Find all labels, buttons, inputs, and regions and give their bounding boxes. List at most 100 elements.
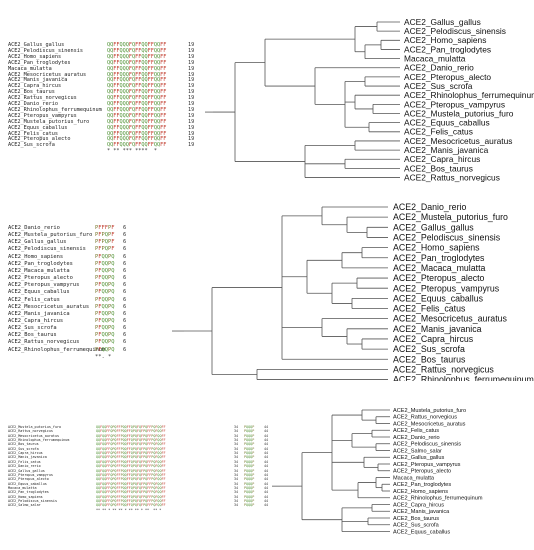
alignment-row-sequence: QQFQQFFQPQFFPQQFFQPQFQFPQFFPQFQQFF bbox=[96, 503, 166, 508]
alignment-block-3: ACE2_Mustela_putorius_furo QQFQQFFQPQFFPQ… bbox=[8, 425, 278, 525]
tree-leaf-label: ACE2_Rattus_norvegicus bbox=[393, 364, 494, 374]
alignment-row-count: 34 bbox=[234, 468, 239, 473]
alignment-row-count: 34 bbox=[234, 498, 239, 503]
alignment-row-sequence: QQFFQQQFQFFQQFFQQFF bbox=[107, 65, 167, 72]
alignment-row-count: 19 bbox=[188, 59, 195, 66]
alignment-row-sequence: PFQQPQ bbox=[95, 339, 115, 346]
alignment-row-count: 34 bbox=[234, 472, 239, 477]
tree-leaf-label: ACE2_Pteropus_alecto bbox=[404, 72, 491, 82]
alignment-row-name: ACE2_Pteropus_alecto bbox=[8, 477, 49, 482]
alignment-consensus: ** ** * ** ** * ** ** * ** ** * bbox=[96, 507, 162, 512]
phylogenetic-tree-3: ACE2_Mustela_putorius_furoACE2_Rattus_no… bbox=[272, 408, 483, 535]
alignment-row-count: 6 bbox=[123, 346, 127, 353]
tree-leaf-label: ACE2_Macaca_mulatta bbox=[393, 263, 486, 273]
alignment-row-count: 6 bbox=[123, 246, 127, 253]
tree-leaf-label: ACE2_Rhinolophus_ferrumequinum bbox=[393, 496, 483, 502]
tree-leaf-label: ACE2_Pteropus_vampyrus bbox=[393, 283, 500, 293]
alignment-row-count: 19 bbox=[188, 130, 195, 137]
alignment-row-count: 19 bbox=[188, 71, 195, 78]
alignment-row-count: 19 bbox=[188, 118, 195, 125]
alignment-row-count: 19 bbox=[188, 42, 195, 48]
alignment-row-sequence: QQFQQFFQPQFFPQQFFQPQFQFPQFFPQFQQFF bbox=[96, 498, 166, 503]
alignment-row-count-2: 44 bbox=[264, 438, 269, 443]
alignment-row-name: ACE2_Felis_catus bbox=[8, 459, 41, 464]
alignment-row-name: ACE2_Pelodiscus_sinensis bbox=[8, 246, 86, 253]
tree-leaf-label: ACE2_Felis_catus bbox=[404, 127, 473, 137]
alignment-row-count: 34 bbox=[234, 464, 239, 469]
alignment-row-count-2: 44 bbox=[264, 503, 269, 508]
alignment-row-sequence-2: PQQQP bbox=[244, 438, 255, 443]
alignment-row-name: ACE2_Danio_rerio bbox=[8, 464, 41, 469]
tree-leaf-label: ACE2_Pteropus_vampyrus bbox=[393, 462, 461, 468]
alignment-row-name: ACE2_Pteropus_alecto bbox=[8, 275, 73, 282]
alignment-row-sequence-2: PQQQP bbox=[244, 442, 255, 447]
alignment-row-count-2: 44 bbox=[264, 459, 269, 464]
tree-leaf-label: ACE2_Sus_scrofa bbox=[404, 81, 473, 91]
alignment-row-count: 6 bbox=[123, 225, 127, 231]
alignment-row-name: ACE2_Equus_caballus bbox=[8, 289, 70, 296]
alignment-row-sequence: PFPQPF bbox=[95, 239, 115, 246]
alignment-row-count: 34 bbox=[234, 425, 239, 429]
alignment-row-sequence: QQFFQQQFQFFQQFFQQFF bbox=[107, 118, 167, 125]
alignment-row-sequence: QQFFQQQFQFFQQFFQQFF bbox=[107, 47, 167, 54]
alignment-row-name: Macaca_mulatta bbox=[8, 65, 52, 72]
alignment-row-sequence-2: PQQQP bbox=[244, 498, 255, 503]
alignment-row-sequence: QQFQQFFQPQFFPQQFFQPQFQFPQFFPQFQQFF bbox=[96, 494, 166, 499]
alignment-row-name: ACE2_Macaca_mulatta bbox=[8, 267, 70, 274]
alignment-row-name: ACE2_Mesocricetus_auratus bbox=[8, 71, 87, 78]
alignment-row-count: 34 bbox=[234, 481, 239, 486]
alignment-row-count-2: 44 bbox=[264, 425, 269, 429]
alignment-row-sequence-2: PQQQP bbox=[244, 490, 255, 495]
tree-leaf-label: ACE2_Mustela_putorius_furo bbox=[393, 408, 466, 414]
alignment-row-count: 6 bbox=[123, 232, 127, 239]
alignment-row-name: ACE2_Bos_taurus bbox=[8, 442, 39, 447]
alignment-row-count: 34 bbox=[234, 451, 239, 456]
alignment-row-sequence: QQFQQFFQPQFFPQQFFQPQFQFPQFFPQFQQFF bbox=[96, 464, 166, 469]
tree-leaf-label: ACE2_Capra_hircus bbox=[393, 334, 474, 344]
alignment-row-count: 19 bbox=[188, 95, 195, 102]
alignment-row-count: 6 bbox=[123, 339, 127, 346]
alignment-row-sequence: QQFFQQQFQFFQQFFQQFF bbox=[107, 124, 167, 131]
alignment-row-sequence-2: PQQQP bbox=[244, 477, 255, 482]
alignment-row-sequence: QQFQQFFQPQFFPQQFFQPQFQFPQFFPQFQQFF bbox=[96, 429, 166, 434]
alignment-row-name: ACE2_Homo_sapiens bbox=[8, 494, 43, 499]
alignment-row-sequence: QQFFQQQFQFFQQFFQQFF bbox=[107, 53, 167, 60]
tree-leaf-label: ACE2_Equus_caballus bbox=[393, 529, 450, 535]
alignment-row-name: ACE2_Capra_hircus bbox=[8, 451, 43, 456]
alignment-row-count: 19 bbox=[188, 65, 195, 72]
alignment-row-sequence: QQFQQFFQPQFFPQQFFQPQFQFPQFFPQFQQFF bbox=[96, 490, 166, 495]
alignment-row-name: ACE2_Bos_taurus bbox=[8, 332, 57, 339]
tree-leaf-label: ACE2_Mesocricetus_auratus bbox=[404, 136, 512, 146]
alignment-row-count: 19 bbox=[188, 89, 195, 96]
tree-leaf-label: ACE2_Equus_caballus bbox=[404, 118, 490, 128]
alignment-row-sequence: QQFQQFFQPQFFPQQFFQPQFQFPQFFPQFQQFF bbox=[96, 468, 166, 473]
tree-leaf-label: ACE2_Gallus_gallus bbox=[393, 455, 445, 461]
tree-leaf-label: ACE2_Bos_taurus bbox=[393, 354, 466, 364]
tree-leaf-label: ACE2_Gallus_gallus bbox=[393, 222, 474, 232]
tree-leaf-label: Macaca_mulatta bbox=[404, 54, 466, 64]
tree-leaf-label: ACE2_Pelodiscus_sinensis bbox=[404, 26, 506, 36]
tree-leaf-label: ACE2_Felis_catus bbox=[393, 304, 466, 314]
alignment-row-count: 19 bbox=[188, 77, 195, 84]
alignment-row-name: Macaca_mulatta bbox=[8, 485, 37, 490]
alignment-row-count: 34 bbox=[234, 490, 239, 495]
alignment-row-sequence-2: PQQQP bbox=[244, 429, 255, 434]
alignment-row-sequence: QQFQQFFQPQFFPQQFFQPQFQFPQFFPQFQQFF bbox=[96, 472, 166, 477]
alignment-consensus: **. * bbox=[95, 353, 112, 360]
alignment-row-count: 6 bbox=[123, 289, 127, 296]
alignment-row-name: ACE2_Danio_rerio bbox=[8, 101, 58, 107]
alignment-row-sequence: QQFFQQQFQFFQQFFQQFF bbox=[107, 59, 167, 66]
alignment-row-sequence: PFQQPQ bbox=[95, 296, 115, 303]
alignment-row-sequence: PFPQPF bbox=[95, 232, 115, 239]
alignment-row-sequence: QQFQQFFQPQFFPQQFFQPQFQFPQFFPQFQQFF bbox=[96, 455, 166, 460]
tree-leaf-label: ACE2_Pteropus_alecto bbox=[393, 273, 485, 283]
alignment-row-sequence: QQFQQFFQPQFFPQQFFQPQFQFPQFFPQFQQFF bbox=[96, 438, 166, 443]
alignment-row-sequence: PFQQPQ bbox=[95, 325, 115, 332]
tree-leaf-label: ACE2_Homo_sapiens bbox=[393, 489, 448, 495]
alignment-row-count: 19 bbox=[188, 142, 195, 149]
alignment-row-sequence: QQFFQQQFQFFQQFFQQFF bbox=[107, 130, 167, 137]
alignment-row-name: ACE2_Pan_troglodytes bbox=[8, 59, 71, 66]
alignment-row-count: 34 bbox=[234, 429, 239, 434]
alignment-row-count: 6 bbox=[123, 267, 127, 274]
alignment-row-name: ACE2_Rattus_norvegicus bbox=[8, 95, 77, 102]
